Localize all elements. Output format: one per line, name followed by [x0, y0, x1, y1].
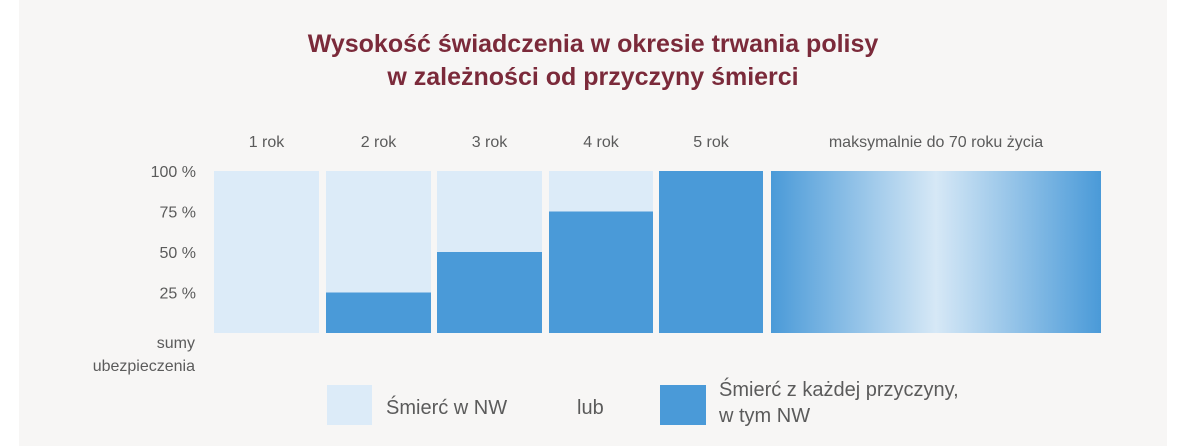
y-tick-label-3: 50 % — [160, 245, 196, 262]
legend-label-dark-line-2: w tym NW — [719, 405, 811, 427]
y-tick-label-4: 25 % — [160, 286, 196, 303]
legend-swatch-dark — [660, 385, 706, 425]
category-label-1: 1 rok — [249, 134, 286, 151]
category-label-3: 3 rok — [472, 134, 509, 151]
bar-light-1 — [214, 171, 319, 333]
category-label-5: 5 rok — [693, 134, 730, 151]
category-label-6: maksymalnie do 70 roku życia — [829, 134, 1043, 151]
y-axis-label-line-1: sumy — [157, 335, 195, 352]
chart-title: Wysokość świadczenia w okresie trwania p… — [0, 28, 1186, 94]
bar-dark-4 — [549, 211, 653, 333]
bar-dark-6 — [771, 171, 1101, 333]
category-label-4: 4 rok — [583, 134, 620, 151]
bar-dark-5 — [659, 171, 763, 333]
chart-title-line-1: Wysokość świadczenia w okresie trwania p… — [307, 30, 879, 58]
y-tick-label-1: 100 % — [151, 164, 196, 181]
y-axis-label-line-2: ubezpieczenia — [93, 358, 195, 375]
legend-label-light: Śmierć w NW — [386, 397, 508, 419]
chart-title-line-2: w zależności od przyczyny śmierci — [387, 63, 799, 91]
legend-separator: lub — [577, 397, 604, 419]
legend-label-dark-line-1: Śmierć z każdej przyczyny, — [719, 379, 959, 401]
y-tick-label-2: 75 % — [160, 205, 196, 222]
bar-dark-2 — [326, 292, 431, 333]
bar-dark-3 — [437, 252, 542, 333]
category-label-2: 2 rok — [361, 134, 398, 151]
legend-swatch-light — [327, 385, 372, 425]
